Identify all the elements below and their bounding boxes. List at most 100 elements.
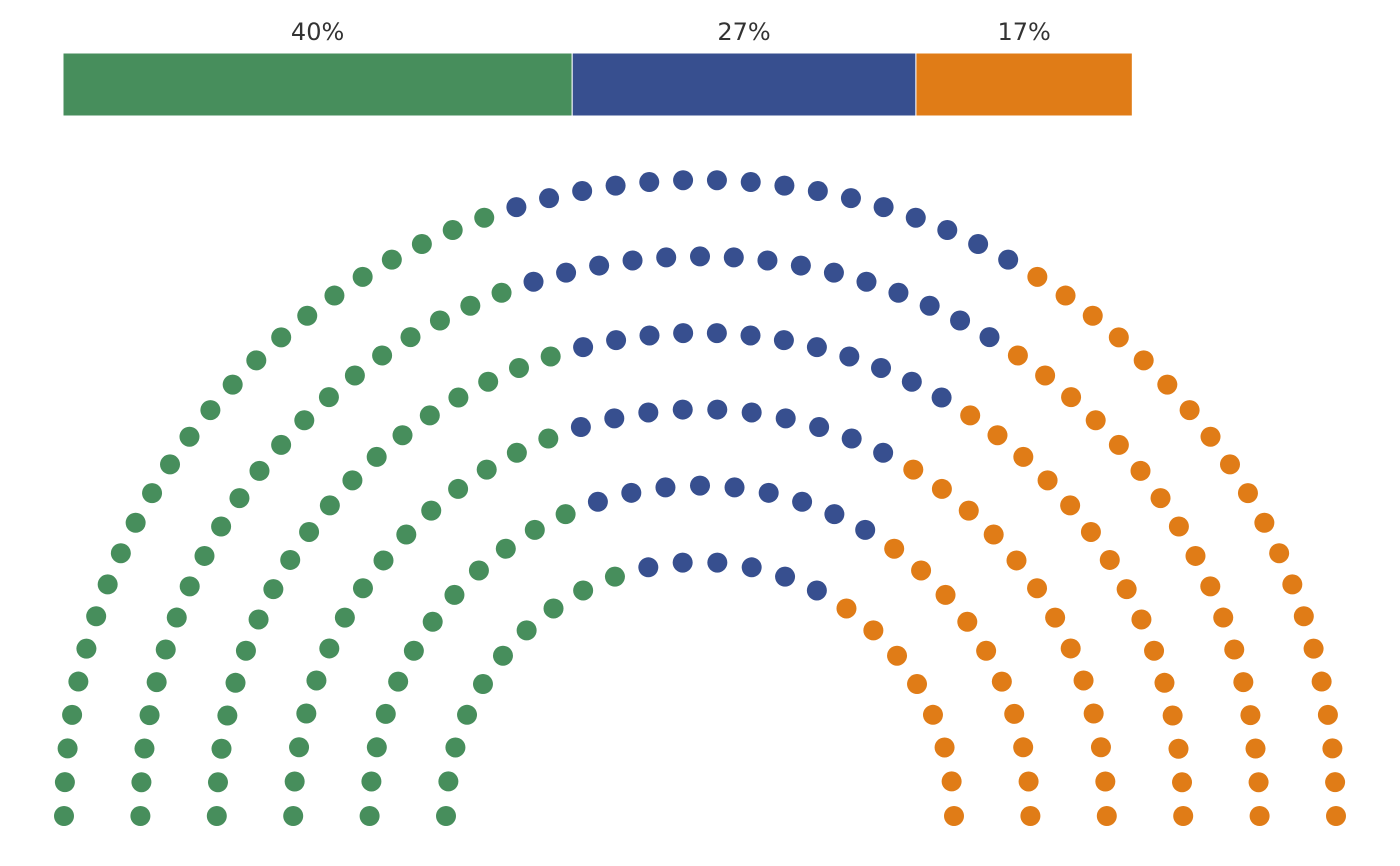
seat-dot-party-1 (381, 249, 402, 270)
seat-dot-party-3 (1027, 578, 1048, 599)
seat-dot-party-3 (1060, 495, 1081, 516)
seat-dot-party-1 (388, 671, 409, 692)
seat-dot-party-1 (86, 606, 107, 627)
seat-dot-party-2 (556, 262, 577, 283)
seat-dot-party-3 (1027, 266, 1048, 287)
seat-dot-party-2 (655, 477, 676, 498)
seat-dot-party-1 (474, 207, 495, 228)
seat-dot-party-3 (1061, 387, 1082, 408)
share-label-1: 40% (291, 18, 344, 46)
seat-dot-party-2 (740, 172, 761, 193)
seat-dot-party-3 (957, 611, 978, 632)
seat-dot-party-2 (931, 387, 952, 408)
seat-dot-party-1 (318, 387, 339, 408)
seat-dot-party-1 (289, 737, 310, 758)
seat-dot-party-1 (130, 806, 151, 826)
seat-dot-party-3 (884, 538, 905, 559)
seat-dot-party-2 (707, 552, 728, 573)
seat-dot-party-3 (958, 500, 979, 521)
seat-dot-party-2 (757, 250, 778, 271)
seat-dot-party-3 (1162, 705, 1183, 726)
seat-dot-party-1 (246, 350, 267, 371)
seat-dot-party-2 (998, 249, 1019, 270)
seat-dot-party-1 (235, 640, 256, 661)
seat-dot-party-3 (1326, 806, 1346, 826)
seat-dot-party-1 (54, 806, 74, 826)
seat-dot-party-1 (604, 566, 625, 587)
seat-dot-party-3 (987, 425, 1008, 446)
seat-dot-party-2 (950, 310, 971, 331)
seat-dot-party-1 (207, 772, 228, 793)
seat-dot-party-3 (1219, 454, 1240, 475)
seat-dot-party-2 (506, 197, 527, 218)
seat-dot-party-2 (572, 181, 593, 202)
seat-dot-party-2 (587, 491, 608, 512)
seat-dot-party-3 (934, 737, 955, 758)
seat-dot-party-1 (468, 560, 489, 581)
seat-dot-party-2 (570, 417, 591, 438)
share-bar-segment-3 (915, 52, 1133, 117)
seat-dot-party-1 (352, 578, 373, 599)
seat-dot-party-2 (968, 234, 989, 255)
seat-dot-party-1 (352, 266, 373, 287)
seat-dot-party-3 (1096, 806, 1117, 826)
seat-dot-party-1 (97, 574, 118, 595)
seat-dot-party-1 (68, 671, 89, 692)
seat-dot-party-2 (706, 323, 727, 344)
seat-dot-party-1 (457, 704, 478, 725)
seat-dot-party-1 (166, 607, 187, 628)
seat-dot-party-2 (638, 557, 659, 578)
seat-dot-party-3 (1055, 285, 1076, 306)
seat-dot-party-3 (1150, 488, 1171, 509)
seat-dot-party-3 (1254, 512, 1275, 533)
seat-dot-party-2 (690, 246, 710, 267)
seat-dot-party-3 (960, 405, 981, 426)
seat-dot-party-3 (1213, 607, 1234, 628)
seat-dot-party-3 (1200, 576, 1221, 597)
seat-dot-party-2 (774, 175, 795, 196)
seat-dot-party-2 (919, 295, 940, 316)
seat-dot-party-3 (1179, 400, 1200, 421)
seat-dot-party-2 (775, 566, 796, 587)
seat-dot-party-2 (707, 399, 728, 420)
seat-dot-party-3 (935, 584, 956, 605)
seat-dot-party-2 (672, 399, 693, 420)
seat-dot-party-3 (1325, 772, 1346, 793)
seat-dot-party-1 (146, 672, 167, 693)
seat-dot-party-3 (1013, 446, 1034, 467)
seat-dot-party-3 (1185, 545, 1206, 566)
seat-dot-party-1 (54, 772, 75, 793)
seat-dot-party-2 (673, 323, 694, 344)
seat-dot-party-3 (903, 459, 924, 480)
seat-dot-party-3 (1168, 738, 1189, 759)
seat-dot-party-1 (366, 737, 387, 758)
seat-dot-party-1 (263, 579, 284, 600)
seat-dot-party-3 (1282, 574, 1303, 595)
seat-dot-party-2 (840, 188, 861, 209)
seat-dot-party-3 (1013, 737, 1034, 758)
seat-dot-party-1 (403, 640, 424, 661)
seat-dot-party-3 (1095, 771, 1116, 792)
seat-dot-party-1 (421, 500, 442, 521)
seat-arc (54, 170, 1346, 826)
seat-dot-party-3 (1322, 738, 1343, 759)
seat-dot-party-3 (1233, 672, 1254, 693)
seat-dot-party-1 (375, 703, 396, 724)
seat-dot-party-3 (1045, 607, 1066, 628)
seat-dot-party-1 (142, 483, 163, 504)
seat-dot-party-2 (873, 442, 894, 463)
seat-dot-party-1 (372, 345, 393, 366)
seat-dot-party-1 (194, 545, 215, 566)
seat-dot-party-1 (283, 806, 304, 826)
seat-dot-party-1 (359, 806, 380, 826)
seat-dot-party-1 (297, 305, 318, 326)
seat-dot-party-1 (76, 638, 97, 659)
seat-dot-party-2 (871, 357, 892, 378)
seat-dot-party-2 (792, 491, 813, 512)
seat-dot-party-2 (656, 247, 677, 268)
seat-dot-party-1 (134, 738, 155, 759)
seat-dot-party-3 (1080, 521, 1101, 542)
seat-dot-party-3 (944, 806, 964, 826)
seat-dot-party-1 (472, 674, 493, 695)
seat-dot-party-1 (125, 512, 146, 533)
